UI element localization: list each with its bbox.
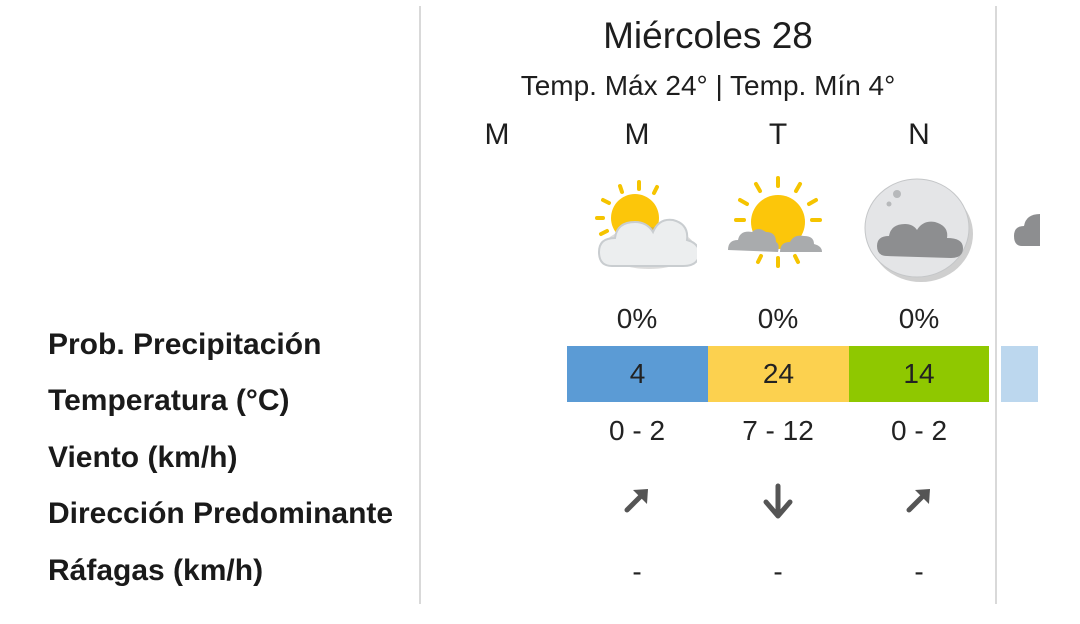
row-label-precipitation: Prob. Precipitación <box>48 328 322 361</box>
day-title: Miércoles 28 <box>603 15 813 56</box>
arrow-northeast-icon <box>567 480 707 520</box>
period-label-tarde: T <box>768 118 788 151</box>
wind-value-tarde: 7 - 12 <box>742 415 814 446</box>
sun-with-clouds-icon <box>708 172 848 282</box>
arrow-south-icon <box>708 480 848 520</box>
period-label-noche: N <box>908 118 930 151</box>
period-label-madrugada: M <box>484 118 510 151</box>
precip-value-tarde: 0% <box>757 303 799 334</box>
day-temp-range: Temp. Máx 24° | Temp. Mín 4° <box>520 70 896 101</box>
column-divider-left <box>419 6 421 604</box>
precip-value-manana: 0% <box>616 303 658 334</box>
row-label-gusts: Ráfagas (km/h) <box>48 554 264 587</box>
row-label-temperature: Temperatura (°C) <box>48 384 290 417</box>
moon-with-cloud-icon <box>849 172 989 282</box>
gust-value-noche: - <box>914 556 924 587</box>
gust-value-tarde: - <box>773 556 783 587</box>
temp-value-manana: 4 <box>567 346 708 402</box>
wind-value-manana: 0 - 2 <box>608 415 666 446</box>
row-label-direction: Dirección Predominante <box>48 497 394 530</box>
temp-value-tarde: 24 <box>708 346 849 402</box>
gust-value-manana: - <box>632 556 642 587</box>
sun-behind-cloud-icon <box>567 172 707 282</box>
temp-value-noche: 14 <box>849 346 989 402</box>
arrow-northeast-icon <box>849 480 989 520</box>
period-label-manana: M <box>624 118 650 151</box>
cloud-icon <box>1000 172 1040 282</box>
temp-value-next <box>1001 346 1038 402</box>
precip-value-noche: 0% <box>898 303 940 334</box>
row-label-wind: Viento (km/h) <box>48 441 238 474</box>
column-divider-right <box>995 6 997 604</box>
wind-value-noche: 0 - 2 <box>890 415 948 446</box>
